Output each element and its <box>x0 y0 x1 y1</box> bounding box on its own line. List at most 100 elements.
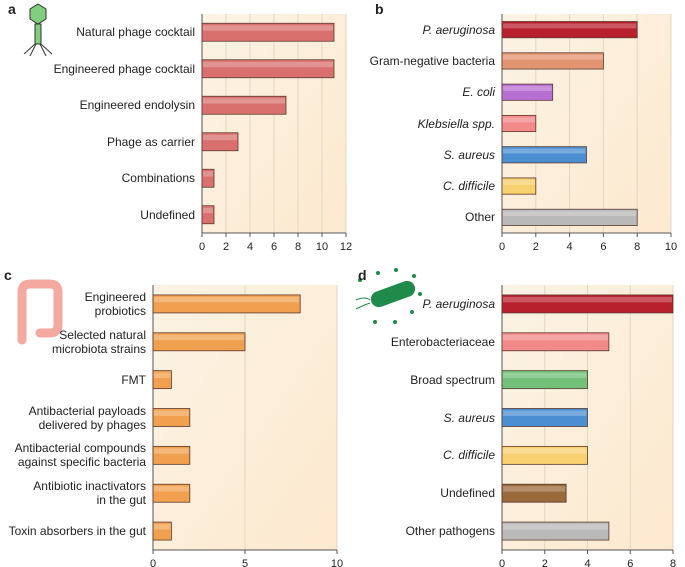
x-tick-label: 2 <box>222 241 230 253</box>
x-tick-label: 4 <box>246 241 254 253</box>
bar-highlight <box>203 61 333 68</box>
phage-icon <box>23 3 53 57</box>
bar-highlight <box>503 86 552 91</box>
x-tick-label: 12 <box>339 241 353 253</box>
y-tick-label: Engineered probiotics <box>84 289 146 318</box>
x-tick-label: 8 <box>669 558 677 567</box>
bar-highlight <box>503 524 608 530</box>
y-tick-label: P. aeruginosa <box>422 22 495 37</box>
bar-highlight <box>203 25 333 31</box>
x-tick-label: 10 <box>315 241 329 253</box>
bar <box>152 294 301 314</box>
x-tick-label: 4 <box>584 558 591 567</box>
bar-highlight <box>154 486 189 492</box>
bar <box>201 95 287 115</box>
bar <box>501 21 638 39</box>
bar <box>152 521 172 541</box>
x-tick-label: 0 <box>498 558 506 567</box>
bar-highlight <box>203 171 213 177</box>
y-tick-label: Other pathogens <box>405 524 495 539</box>
bar-highlight <box>154 296 300 303</box>
bar-highlight <box>503 448 587 454</box>
bar-highlight <box>203 134 237 141</box>
bar-highlight <box>154 410 189 416</box>
bar <box>152 408 191 427</box>
bar-highlight <box>503 296 672 303</box>
bar-highlight <box>203 98 285 104</box>
panel-label: b <box>375 1 384 17</box>
y-tick-label: S. aureus <box>443 147 495 162</box>
panel-label: c <box>4 267 12 283</box>
bar <box>152 483 191 503</box>
x-tick-label: 0 <box>149 558 157 567</box>
gut-icon <box>17 279 63 345</box>
bar-highlight <box>154 334 244 341</box>
y-tick-label: E. coli <box>462 85 495 100</box>
x-tick-label: 0 <box>498 241 506 253</box>
bar-highlight <box>503 23 637 29</box>
bar <box>201 132 239 152</box>
y-tick-label: S. aureus <box>443 410 495 425</box>
y-tick-label: Undefined <box>140 207 195 222</box>
bar <box>501 114 537 133</box>
y-tick-label: C. difficile <box>442 179 495 194</box>
bar <box>501 177 537 195</box>
x-tick-label: 5 <box>241 558 249 567</box>
x-tick-label: 10 <box>330 558 344 567</box>
bar <box>501 146 587 164</box>
bar <box>501 332 610 352</box>
bar <box>201 59 335 79</box>
bar-highlight <box>503 117 535 123</box>
y-tick-label: Antibacterial payloads delivered by phag… <box>28 403 146 432</box>
bacterium-icon <box>355 268 422 324</box>
bar <box>501 208 638 226</box>
bar <box>501 370 588 390</box>
bar <box>201 168 215 188</box>
bar-highlight <box>154 448 189 454</box>
bar-highlight <box>503 211 637 217</box>
x-tick-label: 2 <box>541 558 548 567</box>
y-tick-label: Natural phage cocktail <box>76 25 195 40</box>
x-tick-label: 6 <box>627 558 634 567</box>
bar <box>201 22 335 42</box>
bar <box>501 483 567 503</box>
x-tick-label: 6 <box>600 241 607 253</box>
x-tick-label: 8 <box>294 241 302 253</box>
y-tick-label: FMT <box>121 372 146 387</box>
x-tick-label: 4 <box>566 241 573 253</box>
y-tick-label: Phage as carrier <box>106 134 195 149</box>
y-tick-label: Engineered phage cocktail <box>53 61 195 76</box>
bar-highlight <box>203 207 213 214</box>
bar <box>152 332 246 352</box>
bar-highlight <box>154 524 171 530</box>
bar-highlight <box>503 486 566 492</box>
x-tick-label: 0 <box>198 241 206 253</box>
bar-highlight <box>154 372 171 379</box>
x-tick-label: 10 <box>664 241 678 253</box>
y-tick-label: Engineered endolysin <box>79 98 195 113</box>
x-tick-label: 2 <box>532 241 539 253</box>
bar <box>152 445 191 465</box>
bar-highlight <box>503 148 586 154</box>
bar-highlight <box>503 372 587 379</box>
bar-highlight <box>503 334 608 341</box>
y-tick-label: Enterobacteriaceae <box>390 334 495 349</box>
y-tick-label: Broad spectrum <box>410 372 495 387</box>
y-tick-label: Toxin absorbers in the gut <box>8 524 146 539</box>
bar <box>152 370 172 390</box>
x-tick-label: 6 <box>270 241 278 253</box>
y-tick-label: Undefined <box>440 486 495 501</box>
bar <box>501 521 610 541</box>
bar <box>501 445 588 465</box>
x-tick-label: 8 <box>634 241 641 253</box>
panel-label: a <box>8 1 16 17</box>
y-tick-label: Gram-negative bacteria <box>369 53 495 68</box>
bar <box>501 294 674 314</box>
bar <box>501 408 588 427</box>
bar <box>201 205 215 225</box>
y-tick-label: Other <box>464 210 495 225</box>
y-tick-label: Combinations <box>121 171 195 186</box>
bar-highlight <box>503 179 535 185</box>
